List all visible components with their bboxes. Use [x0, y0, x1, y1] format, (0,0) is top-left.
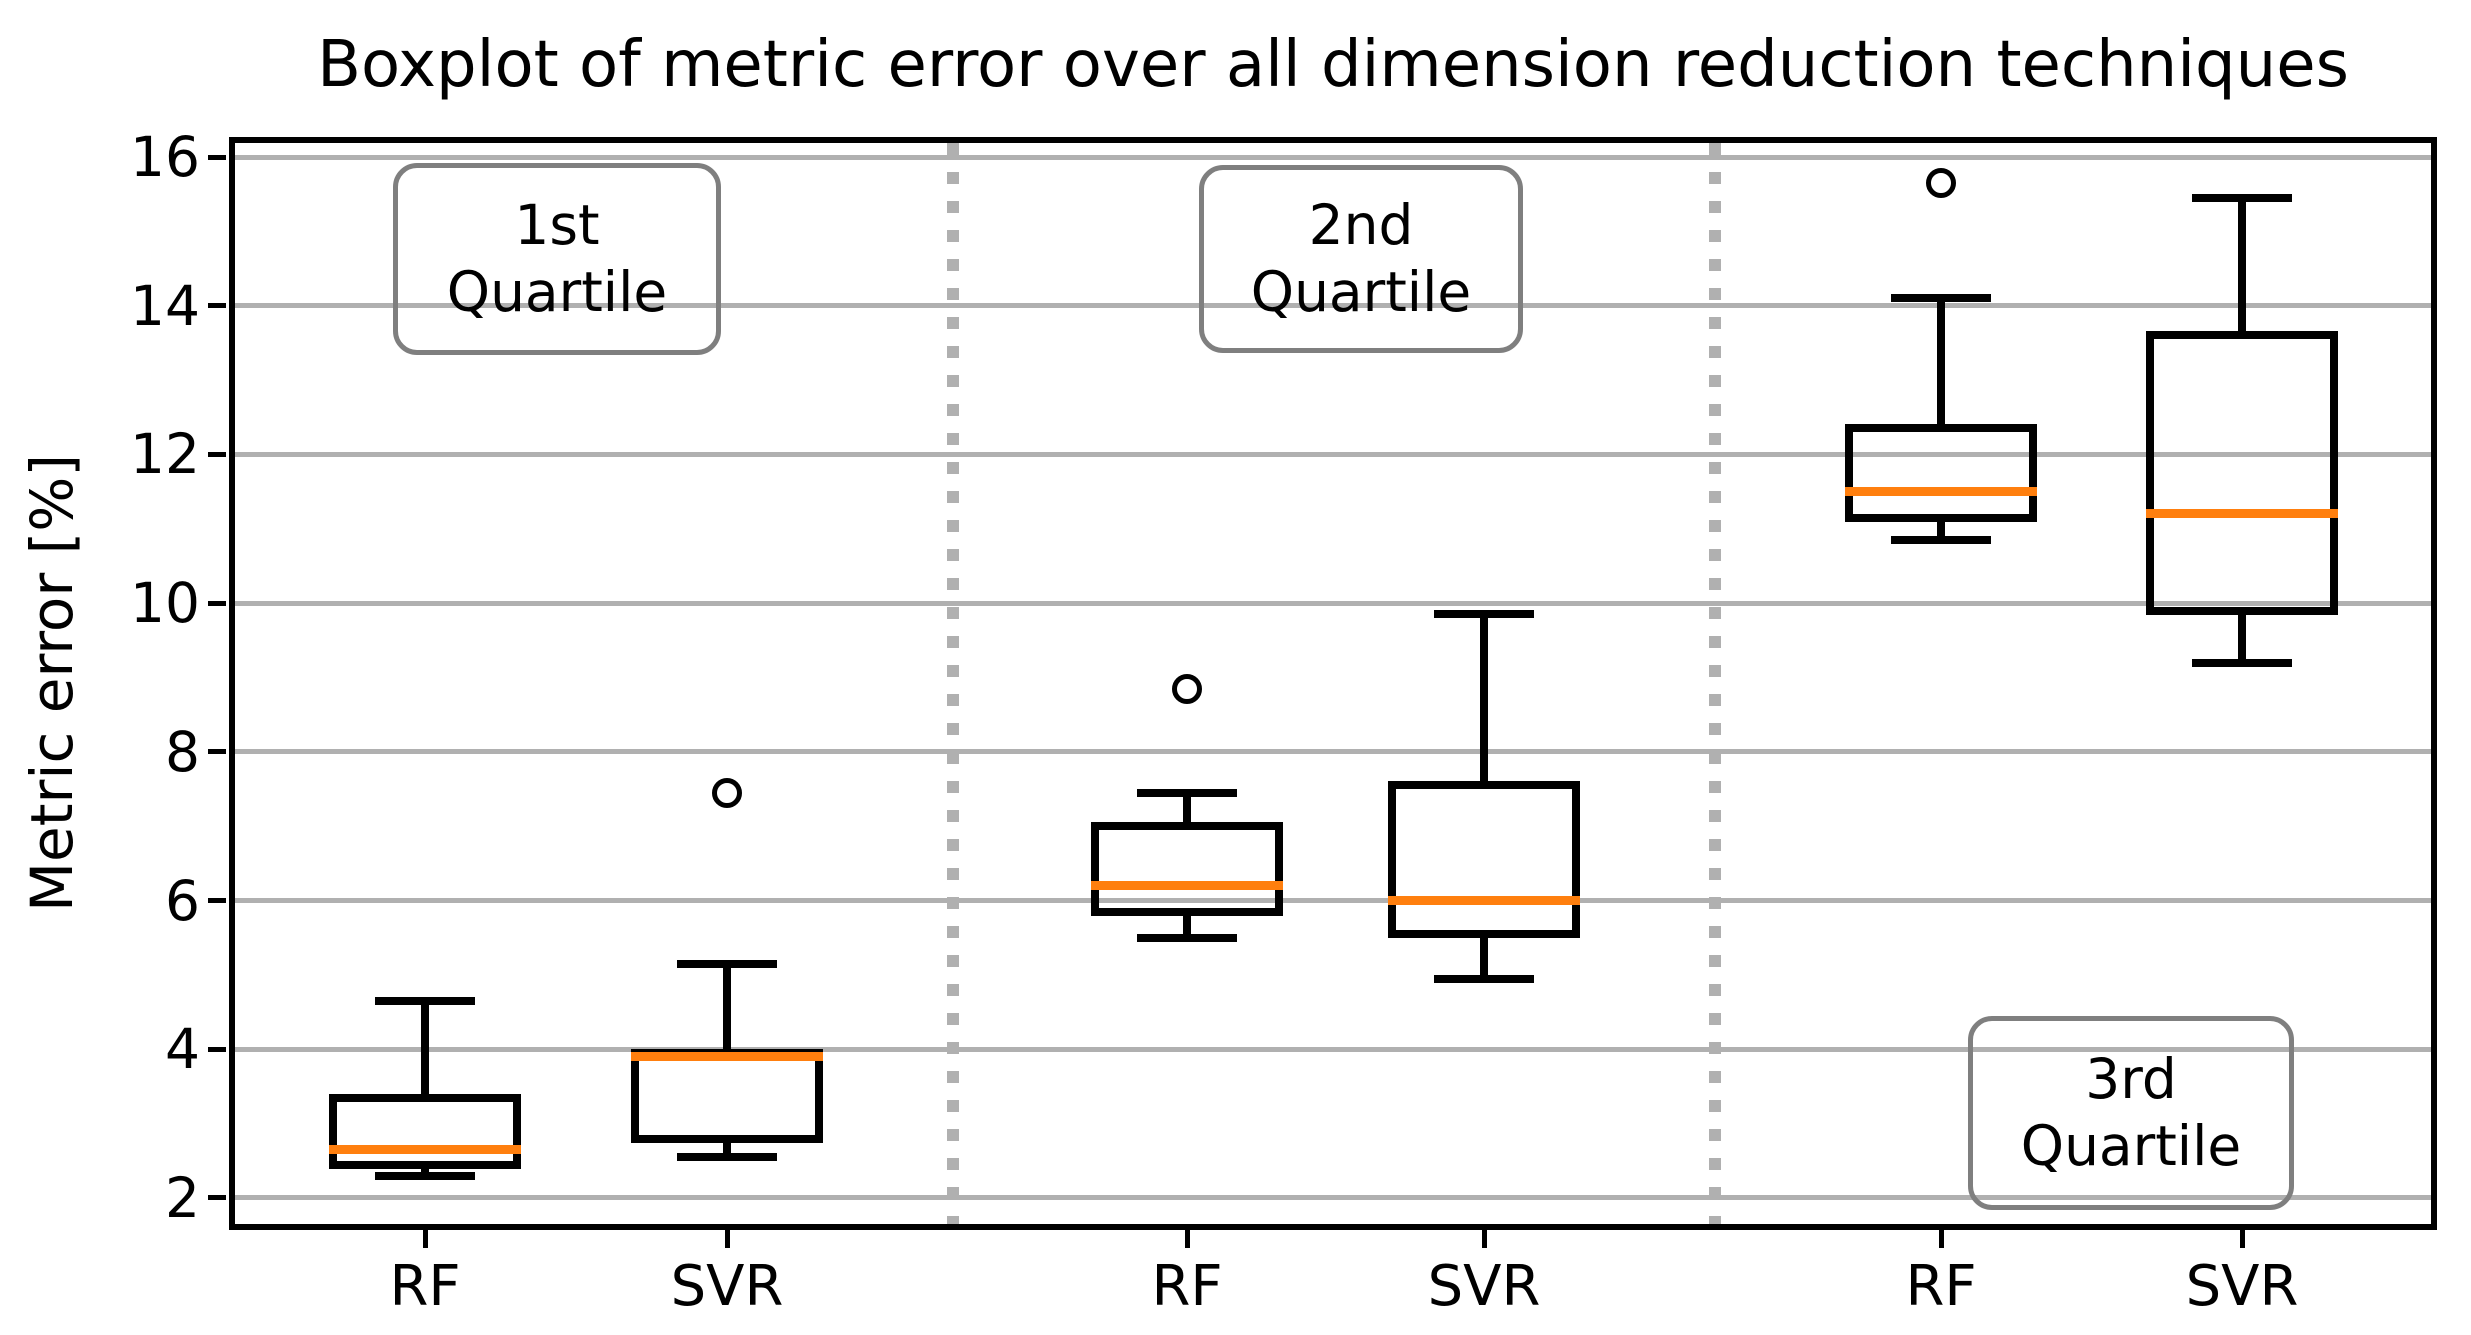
annotation-line2: Quartile [2020, 1114, 2242, 1178]
annotation-line2: Quartile [1250, 260, 1472, 324]
box [329, 1093, 521, 1169]
median-line [1388, 896, 1580, 906]
gridline [235, 451, 2431, 457]
y-tick-label: 2 [165, 1165, 200, 1230]
x-tick-mark [2239, 1230, 2245, 1248]
upper-whisker [1937, 298, 1945, 429]
group-separator-dotted-line [947, 143, 959, 1224]
lower-whisker [1480, 934, 1488, 979]
chart-title: Boxplot of metric error over all dimensi… [317, 28, 2349, 102]
x-tick-mark [1184, 1230, 1190, 1248]
outlier-point [1172, 673, 1202, 704]
x-tick-label: RF [1151, 1254, 1223, 1319]
annotation-line2: Quartile [446, 260, 668, 324]
annotation-3rd-quartile: 3rd Quartile [1968, 1016, 2294, 1210]
box [1091, 822, 1283, 916]
gridline [235, 1046, 2431, 1052]
y-tick-label: 8 [165, 719, 200, 784]
gridline [235, 898, 2431, 904]
y-tick-mark [208, 1195, 226, 1201]
lower-whisker [1937, 517, 1945, 540]
y-tick-label: 16 [130, 125, 200, 189]
box [2146, 331, 2338, 615]
x-tick-label: RF [1905, 1254, 1977, 1319]
x-tick-mark [724, 1230, 730, 1248]
upper-whisker [421, 1000, 429, 1098]
upper-whisker-cap [2192, 193, 2292, 202]
gridline [235, 154, 2431, 160]
median-line [631, 1052, 823, 1062]
upper-whisker-cap [1434, 610, 1534, 619]
annotation-1st-quartile: 1st Quartile [393, 163, 721, 355]
upper-whisker [1480, 614, 1488, 786]
x-tick-mark [422, 1230, 428, 1248]
upper-whisker-cap [375, 996, 475, 1005]
upper-whisker-cap [677, 959, 777, 968]
x-tick-label: SVR [2185, 1254, 2299, 1319]
box [1845, 424, 2037, 522]
y-tick-label: 4 [165, 1017, 200, 1082]
outlier-point [1926, 168, 1956, 199]
lower-whisker [1183, 911, 1191, 938]
median-line [1091, 881, 1283, 891]
upper-whisker [1183, 792, 1191, 827]
x-tick-label: SVR [1427, 1254, 1541, 1319]
lower-whisker-cap [2192, 658, 2292, 667]
lower-whisker-cap [677, 1153, 777, 1162]
lower-whisker-cap [375, 1171, 475, 1180]
y-tick-mark [208, 1046, 226, 1052]
y-tick-mark [208, 749, 226, 755]
lower-whisker [2238, 610, 2246, 663]
box [631, 1049, 823, 1143]
y-tick-mark [208, 303, 226, 309]
lower-whisker-cap [1434, 974, 1534, 983]
box [1388, 781, 1580, 939]
median-line [329, 1145, 521, 1155]
y-tick-label: 12 [130, 422, 200, 487]
gridline [235, 1195, 2431, 1201]
annotation-line1: 2nd [1308, 192, 1414, 257]
annotation-2nd-quartile: 2nd Quartile [1199, 165, 1523, 353]
plot-area [229, 137, 2437, 1230]
lower-whisker-cap [1137, 933, 1237, 942]
lower-whisker [723, 1138, 731, 1158]
outlier-point [712, 777, 742, 808]
y-tick-label: 10 [130, 571, 200, 636]
y-axis-label: Metric error [%] [18, 454, 86, 912]
median-line [2146, 509, 2338, 519]
y-tick-mark [208, 154, 226, 160]
x-tick-label: SVR [670, 1254, 784, 1319]
median-line [1845, 487, 2037, 497]
upper-whisker [2238, 197, 2246, 336]
group-separator-dotted-line [1709, 143, 1721, 1224]
gridline [235, 303, 2431, 309]
gridline [235, 600, 2431, 606]
y-tick-mark [208, 600, 226, 606]
lower-whisker [421, 1164, 429, 1176]
lower-whisker-cap [1891, 535, 1991, 544]
x-tick-label: RF [389, 1254, 461, 1319]
gridline [235, 749, 2431, 755]
y-tick-mark [208, 451, 226, 457]
annotation-line1: 1st [514, 192, 600, 257]
upper-whisker [723, 963, 731, 1053]
annotation-line1: 3rd [2085, 1046, 2177, 1111]
y-tick-label: 6 [165, 868, 200, 933]
upper-whisker-cap [1891, 294, 1991, 303]
upper-whisker-cap [1137, 788, 1237, 797]
y-tick-mark [208, 898, 226, 904]
y-tick-label: 14 [130, 273, 200, 338]
x-tick-mark [1938, 1230, 1944, 1248]
x-tick-mark [1481, 1230, 1487, 1248]
